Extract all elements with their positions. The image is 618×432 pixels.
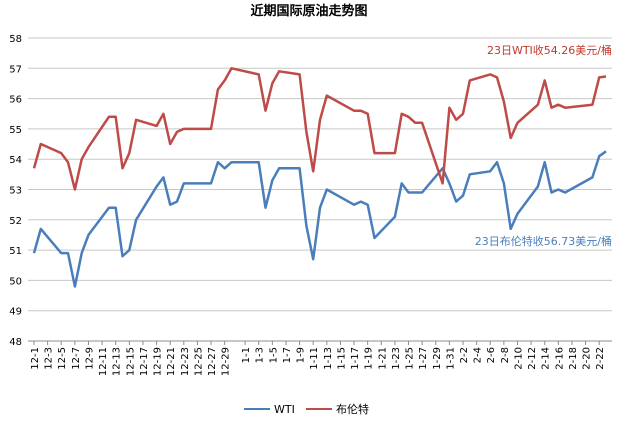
x-tick-label: 2-10	[513, 347, 524, 370]
x-tick-label: 12-11	[98, 347, 109, 376]
x-tick-label: 12-15	[125, 347, 136, 376]
x-tick-label: 1-1	[241, 347, 252, 363]
wti-series-line	[32, 150, 607, 288]
x-tick-label: 12-19	[153, 347, 164, 376]
x-tick-label: 2-8	[500, 347, 511, 363]
legend-wti-label: WTI	[274, 403, 295, 416]
x-tick-label: 1-31	[445, 347, 456, 370]
x-tick-label: 1-7	[282, 347, 293, 363]
y-tick-label: 56	[9, 95, 22, 106]
x-tick-label: 2-12	[527, 347, 538, 370]
y-tick-label: 48	[9, 337, 22, 348]
x-tick-label: 12-17	[139, 347, 150, 376]
y-tick-label: 52	[9, 216, 22, 227]
grid-layer	[28, 37, 612, 342]
x-tick-label: 1-21	[377, 347, 388, 370]
x-tick-label: 12-27	[207, 347, 218, 376]
x-tick-label: 1-25	[405, 347, 416, 370]
x-tick-label: 12-29	[221, 347, 232, 376]
x-tick-label: 12-3	[44, 347, 55, 370]
wti-close-annotation: 23日WTI收54.26美元/桶	[487, 43, 612, 57]
x-tick-label: 12-7	[71, 347, 82, 370]
chart-title: 近期国际原油走势图	[250, 3, 367, 19]
x-tick-label: 1-27	[418, 347, 429, 370]
x-tick-label: 1-17	[350, 347, 361, 370]
x-tick-label: 1-9	[296, 347, 307, 363]
y-tick-label: 53	[9, 186, 22, 197]
legend: WTI 布伦特	[244, 402, 369, 416]
x-tick-label: 1-11	[309, 347, 320, 370]
series-layer	[32, 67, 607, 288]
x-tick-label: 2-16	[554, 347, 565, 370]
x-tick-label: 12-21	[166, 347, 177, 376]
y-tick-label: 55	[9, 125, 22, 136]
x-tick-label: 12-23	[180, 347, 191, 376]
x-tick-label: 1-5	[268, 347, 279, 363]
y-tick-label: 50	[9, 276, 22, 287]
y-tick-label: 58	[9, 34, 22, 45]
y-tick-label: 54	[9, 155, 22, 166]
y-tick-label: 57	[9, 64, 22, 75]
x-tick-label: 12-13	[112, 347, 123, 376]
x-tick-label: 2-22	[595, 347, 606, 370]
x-tick-label: 2-6	[486, 347, 497, 363]
brent-series-line	[32, 67, 607, 191]
x-tick-label: 1-13	[323, 347, 334, 370]
x-tick-label: 12-25	[193, 347, 204, 376]
x-tick-label: 1-29	[432, 347, 443, 370]
x-tick-label: 12-9	[84, 347, 95, 370]
x-tick-label: 2-18	[568, 347, 579, 370]
y-tick-label: 51	[9, 246, 22, 257]
legend-brent-label: 布伦特	[336, 402, 369, 416]
x-tick-label: 2-20	[582, 347, 593, 370]
x-tick-label: 1-15	[336, 347, 347, 370]
y-tick-label: 49	[9, 307, 22, 318]
x-tick-label: 1-19	[364, 347, 375, 370]
x-tick-label: 12-5	[57, 347, 68, 370]
x-tick-label: 2-4	[473, 347, 484, 363]
x-tick-label: 1-23	[391, 347, 402, 370]
x-tick-label: 2-14	[541, 347, 552, 370]
x-tick-label: 12-1	[30, 347, 41, 370]
x-tick-label: 2-2	[459, 347, 470, 363]
x-tick-label: 1-3	[255, 347, 266, 363]
brent-close-annotation: 23日布伦特收56.73美元/桶	[475, 234, 612, 248]
